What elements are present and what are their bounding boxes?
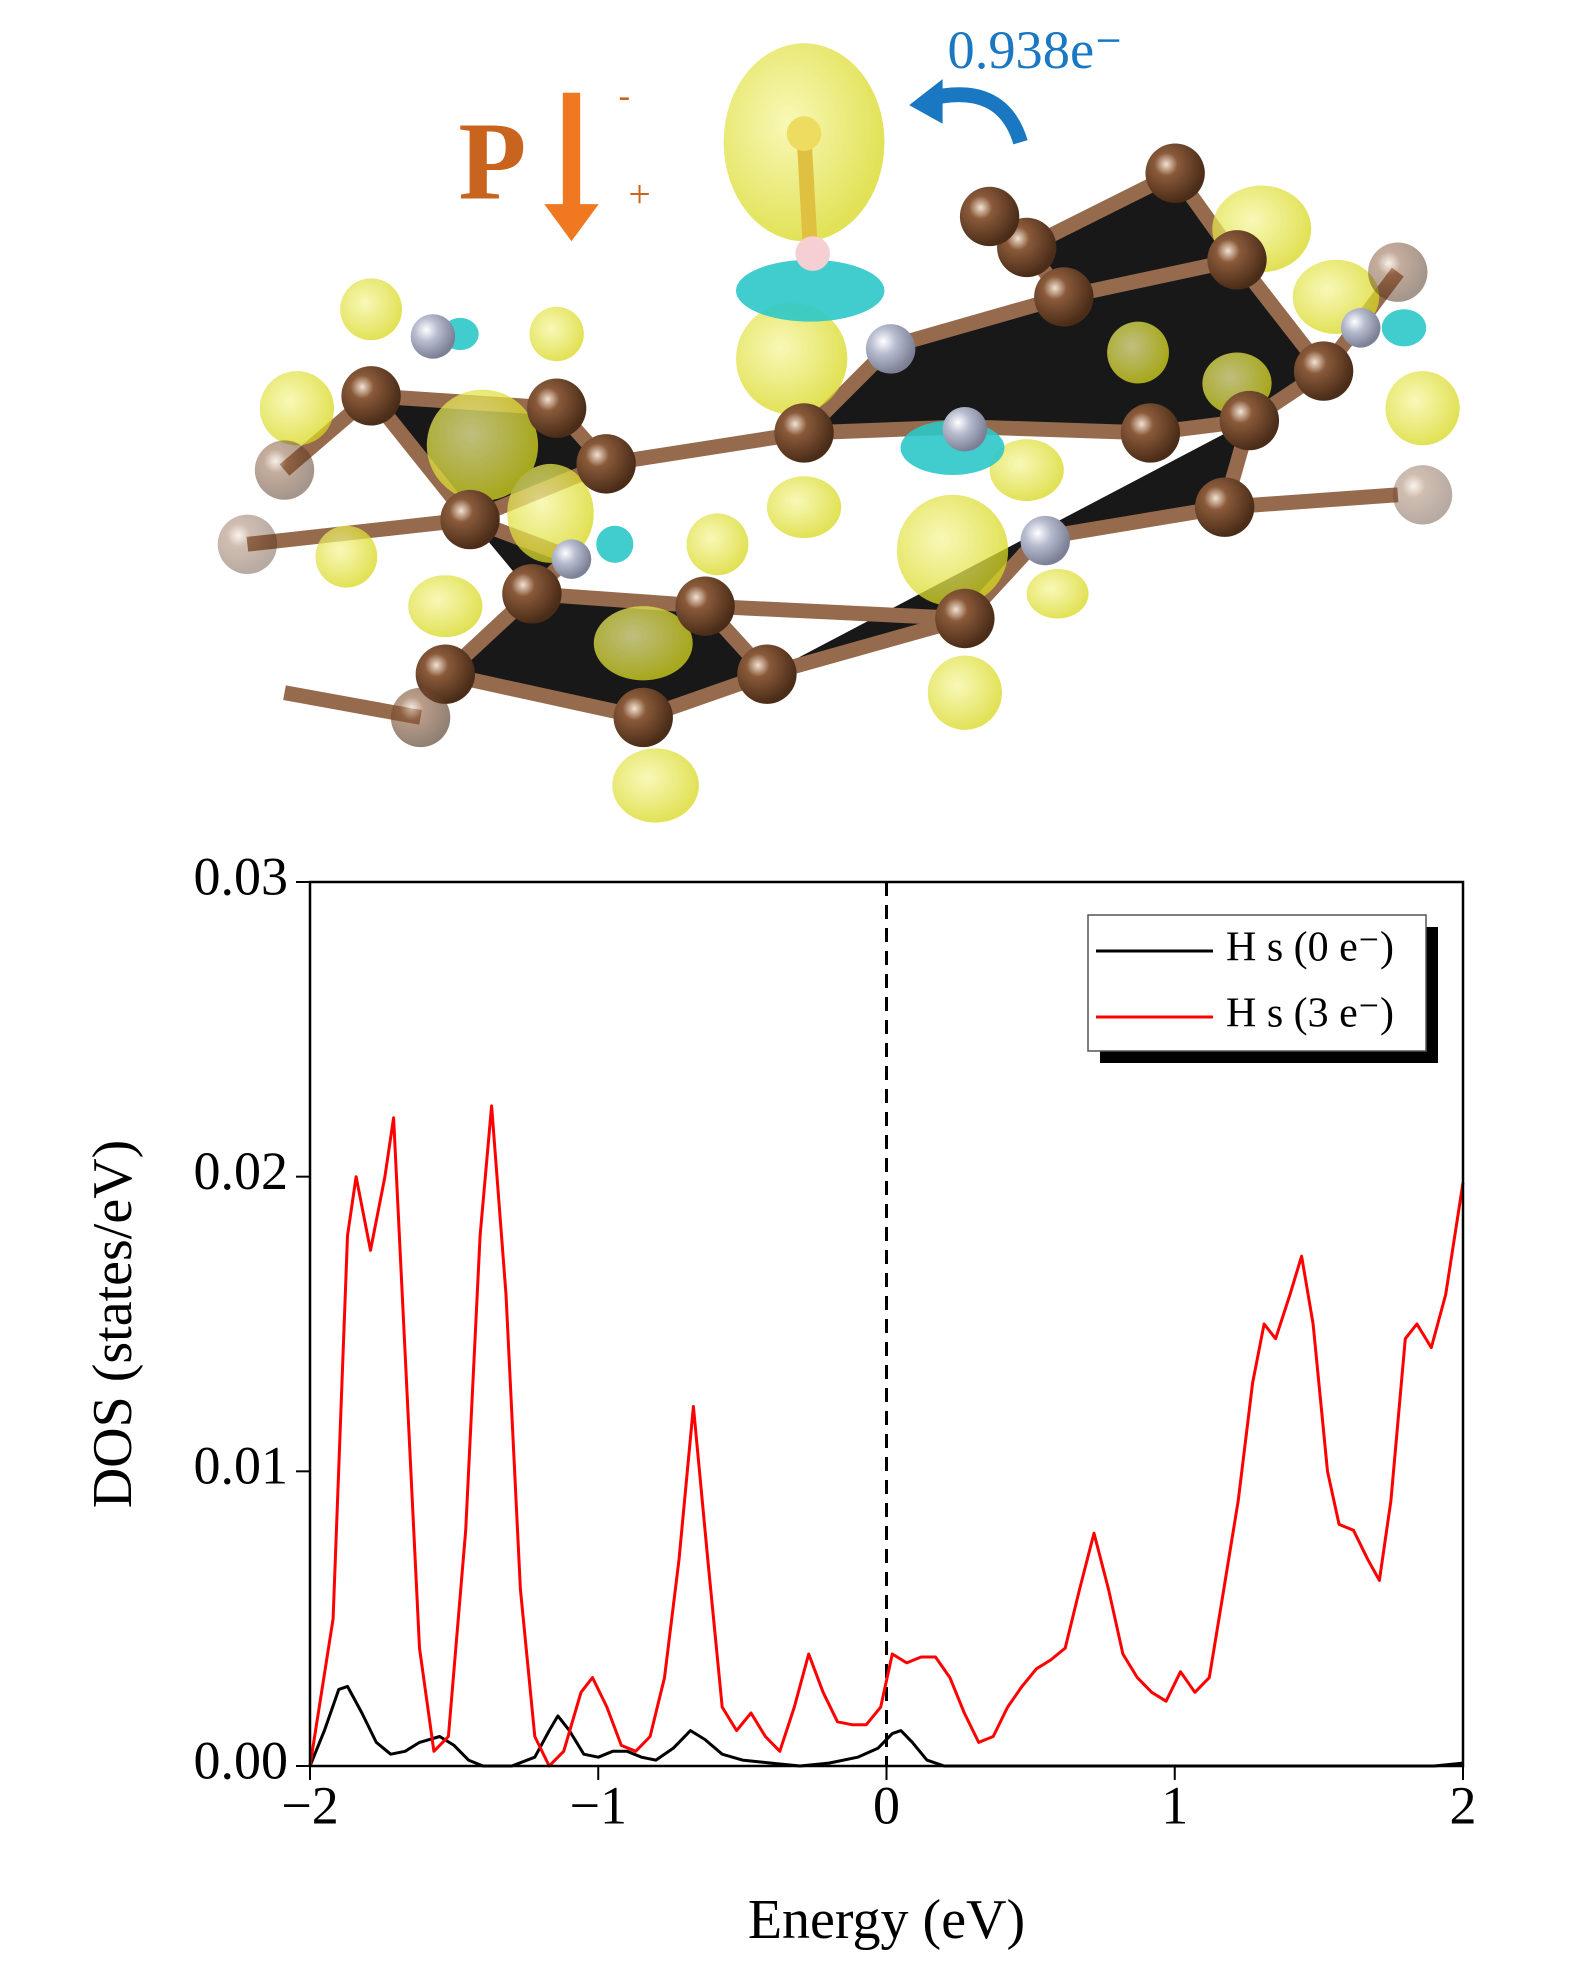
x-tick-label: −2	[281, 1775, 338, 1835]
series-line	[308, 1684, 1464, 1768]
polarization-label: P	[458, 101, 526, 224]
x-tick-label: 0	[873, 1775, 900, 1835]
plot: 0.00 0.01 0.02 0.03 −2 −1 0 1 2 Energy (eV) DOS (s…	[82, 846, 1477, 1950]
y-tick-label: 0.01	[194, 1436, 289, 1496]
transfer-arrowhead	[909, 79, 943, 124]
y-axis-title: DOS (states/eV)	[82, 1140, 144, 1509]
legend-box	[1087, 914, 1427, 1052]
x-axis-title: Energy (eV)	[748, 1889, 1025, 1951]
illustration: P - + 0.938e⁻	[217, 20, 1460, 823]
x-tick-label: 1	[1161, 1775, 1188, 1835]
charge-accumulation	[259, 43, 1460, 823]
legend-label: H s (0 e⁻)	[1226, 925, 1394, 971]
minus-label: -	[619, 77, 631, 115]
x-tick-label: −1	[570, 1775, 627, 1835]
legend-label: H s (3 e⁻)	[1226, 991, 1394, 1037]
x-tick-label: 2	[1450, 1775, 1477, 1835]
y-tick-label: 0.03	[194, 846, 289, 906]
charge-label: 0.938e⁻	[948, 20, 1123, 80]
transfer-arrow	[925, 87, 1028, 145]
h-atom	[786, 116, 822, 151]
h-bond	[796, 135, 818, 248]
plot-frame	[308, 880, 1465, 1768]
y-tick-label: 0.02	[194, 1141, 289, 1201]
n-atoms	[410, 308, 1381, 579]
plus-label: +	[628, 172, 650, 216]
h-atom	[795, 236, 831, 271]
y-tick-label: 0.00	[194, 1730, 289, 1790]
series-line	[308, 1104, 1465, 1768]
polarization-arrow	[544, 92, 599, 242]
c-atoms	[217, 143, 1453, 748]
